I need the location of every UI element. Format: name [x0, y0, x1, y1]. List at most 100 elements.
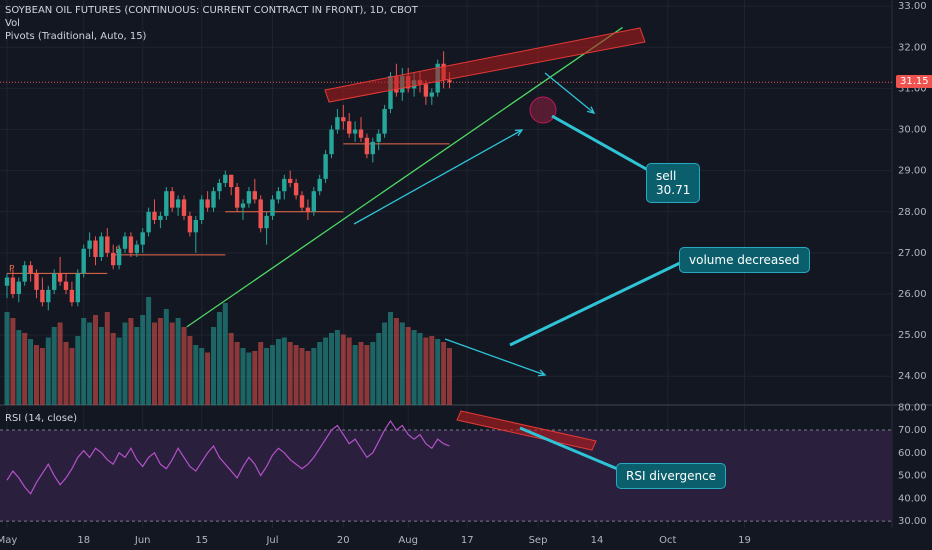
price-axis-tick: 33.00 — [898, 1, 927, 12]
volume-bar — [228, 333, 234, 405]
rsi-axis-tick: 80.00 — [898, 402, 927, 413]
candle-body — [429, 92, 434, 97]
volume-bar — [346, 337, 352, 405]
volume-bar — [405, 327, 411, 405]
candle-body — [211, 191, 216, 208]
date-axis-tick: 20 — [337, 535, 350, 546]
volume-bar — [39, 348, 45, 405]
rsi-axis-tick: 70.00 — [898, 425, 927, 436]
candle-body — [111, 252, 116, 266]
price-axis-tick: 32.00 — [898, 42, 927, 53]
volume-bar — [252, 351, 258, 405]
candle-body — [352, 129, 358, 134]
volume-bar — [311, 348, 317, 405]
volume-bar — [435, 339, 441, 405]
candle-body — [370, 141, 375, 155]
candle-body — [323, 154, 328, 179]
trendline[interactable] — [186, 26, 623, 328]
rsi-callout[interactable]: RSI divergence — [616, 463, 727, 489]
date-axis-tick: 17 — [461, 535, 474, 546]
volume-bar — [34, 345, 39, 405]
volume-bar — [323, 337, 329, 405]
volume-bar — [340, 334, 346, 405]
volume-bar — [423, 337, 429, 405]
price-axis-tick: 28.00 — [898, 207, 927, 218]
candle-body — [181, 199, 187, 216]
volume-bar — [246, 352, 252, 405]
volume-bar — [388, 312, 393, 405]
volume-arrow[interactable] — [444, 338, 546, 376]
date-axis-tick: 15 — [195, 535, 208, 546]
volume-bar — [299, 348, 305, 405]
volume-bar — [205, 352, 211, 405]
price-axis-tick: 24.00 — [898, 371, 927, 382]
volume-bar — [81, 318, 87, 405]
candle-body — [199, 199, 204, 220]
candle-body — [341, 117, 346, 122]
candle-body — [16, 281, 21, 294]
candle-body — [246, 191, 252, 204]
date-axis-tick: 19 — [738, 535, 751, 546]
volume-callout[interactable]: volume decreased — [679, 247, 810, 273]
candle-body — [258, 199, 263, 229]
candle-body — [134, 244, 139, 253]
volume-arrow-head — [537, 369, 547, 377]
down-arrow[interactable] — [544, 72, 595, 114]
candle-body — [311, 191, 316, 212]
last-price-tag: 31.15 — [896, 75, 932, 88]
volume-bar — [370, 342, 376, 405]
rsi-callout-pointer — [519, 426, 621, 472]
sell-callout[interactable]: sell 30.71 — [646, 163, 701, 203]
date-axis-tick: Sep — [529, 535, 548, 546]
candle-body — [276, 191, 281, 200]
volume-bar — [87, 322, 93, 405]
date-axis-tick: Aug — [398, 535, 418, 546]
candle-body — [187, 215, 193, 233]
volume-legend: Vol — [5, 18, 20, 29]
candle-body — [347, 121, 352, 134]
candle-body — [22, 265, 27, 282]
rsi-legend: RSI (14, close) — [5, 413, 78, 424]
candle-body — [170, 191, 175, 208]
volume-bar — [222, 303, 228, 405]
candle-body — [329, 129, 334, 155]
volume-bar — [98, 327, 104, 405]
down-arrow-head — [587, 106, 596, 114]
volume-bar — [93, 315, 98, 405]
candle-body — [423, 84, 429, 97]
candle-body — [146, 211, 151, 233]
volume-bar — [411, 330, 417, 405]
volume-bar — [104, 312, 110, 405]
uptrend-arrow[interactable] — [353, 129, 523, 225]
volume-bar — [305, 351, 311, 405]
candle-body — [158, 215, 163, 220]
candle-body — [28, 265, 33, 274]
price-axis-tick: 30.00 — [898, 125, 927, 136]
date-axis-tick: Jun — [134, 535, 151, 546]
volume-bar — [128, 318, 134, 405]
candle-body — [305, 207, 311, 212]
pivots-legend: Pivots (Traditional, Auto, 15) — [5, 31, 147, 42]
volume-bar — [358, 342, 364, 405]
candle-body — [335, 117, 340, 130]
price-axis-tick: 26.00 — [898, 289, 927, 300]
candle-body — [164, 191, 169, 216]
price-axis-tick: 31.00 — [898, 83, 927, 94]
volume-bar — [10, 318, 16, 405]
candle-body — [223, 174, 228, 183]
symbol-title: SOYBEAN OIL FUTURES (CONTINUOUS: CURRENT… — [5, 5, 418, 16]
rsi-band — [0, 430, 892, 522]
candle-body — [52, 273, 57, 290]
candle-body — [99, 236, 104, 257]
candle-body — [4, 277, 10, 286]
volume-bar — [122, 322, 128, 405]
sell-marker[interactable] — [529, 96, 557, 124]
candle-body — [116, 248, 122, 266]
volume-bar — [175, 318, 181, 405]
candle-body — [175, 199, 181, 208]
volume-bar — [352, 345, 358, 405]
sell-callout-value: 30.71 — [656, 183, 691, 197]
resistance-channel[interactable] — [324, 27, 646, 103]
